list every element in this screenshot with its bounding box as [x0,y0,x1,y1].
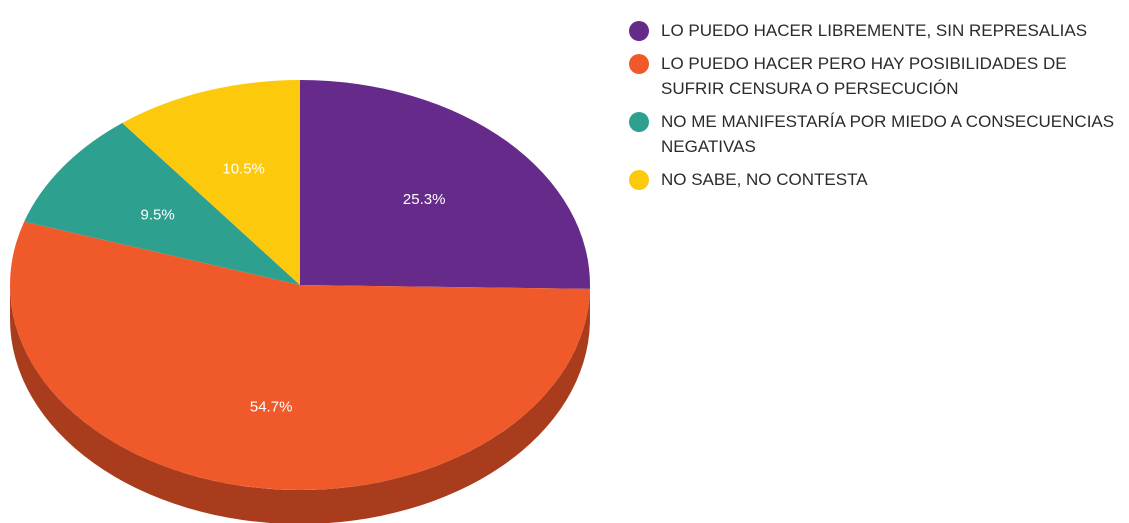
legend-label: LO PUEDO HACER PERO HAY POSIBILIDADES DE… [661,54,1067,98]
legend-swatch [629,21,649,41]
pie-value-labels: 25.3% 54.7% 9.5% 10.5% [141,161,446,416]
pie-slice-3 [24,123,301,285]
legend-label: LO PUEDO HACER LIBREMENTE, SIN REPRESALI… [661,21,1088,40]
pie-side-walls [10,285,590,523]
legend-label: NO ME MANIFESTARÍA POR MIEDO A CONSECUEN… [661,112,1115,156]
legend-item: NO SABE, NO CONTESTA [629,167,1124,192]
legend-item: LO PUEDO HACER PERO HAY POSIBILIDADES DE… [629,51,1124,101]
legend-item: LO PUEDO HACER LIBREMENTE, SIN REPRESALI… [629,18,1124,43]
pie-side-2 [10,285,590,523]
legend-label: NO SABE, NO CONTESTA [661,170,868,189]
slice-value-label: 54.7% [250,398,293,415]
legend-swatch [629,112,649,132]
legend-item: NO ME MANIFESTARÍA POR MIEDO A CONSECUEN… [629,109,1124,159]
pie-slice-2 [9,221,590,491]
legend-swatch [629,170,649,190]
pie-slices [9,80,590,491]
pie-slice-4 [122,80,300,285]
pie-slice-1 [300,80,590,289]
slice-value-label: 10.5% [222,161,265,178]
slice-value-label: 9.5% [141,206,175,223]
pie-chart-plot: 25.3% 54.7% 9.5% 10.5% [9,80,590,523]
slice-value-label: 25.3% [403,191,446,208]
chart-legend: LO PUEDO HACER LIBREMENTE, SIN REPRESALI… [629,18,1124,200]
legend-swatch [629,54,649,74]
